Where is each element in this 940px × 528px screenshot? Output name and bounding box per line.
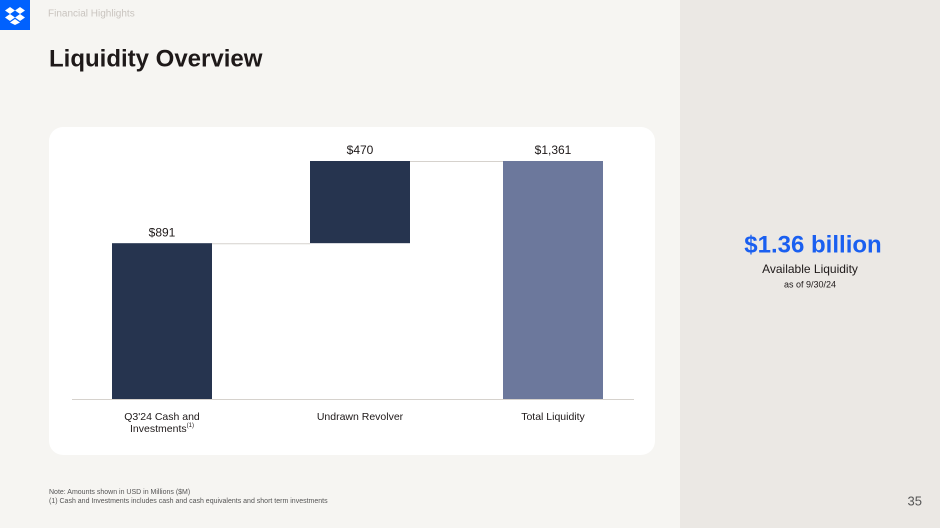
logo	[0, 0, 30, 30]
bar	[112, 243, 212, 399]
bar	[310, 161, 410, 244]
page-number: 35	[908, 493, 922, 508]
category-text: Undrawn Revolver	[316, 411, 404, 423]
bar	[503, 161, 603, 399]
note: Note: Amounts shown in USD in Millions (…	[49, 489, 190, 496]
x-tick-label: Q3'24 Cash and Investments(1)	[107, 411, 217, 435]
category-text: Total Liquidity	[521, 411, 585, 423]
value-label: $1,361	[535, 143, 572, 157]
highlight-date: as of 9/30/24	[784, 279, 836, 289]
footnote-ref: (1)	[186, 423, 194, 429]
x-tick-label: Undrawn Revolver	[305, 411, 415, 423]
category-text: Q3'24 Cash and Investments	[124, 411, 200, 435]
x-tick-label: Total Liquidity	[498, 411, 608, 423]
section-label: Financial Highlights	[48, 9, 135, 20]
note: (1) Cash and Investments includes cash a…	[49, 498, 328, 505]
value-label: $891	[149, 225, 176, 239]
highlight-label: Available Liquidity	[762, 262, 858, 276]
side-panel	[680, 0, 940, 528]
highlight-value: $1.36 billion	[744, 231, 881, 258]
slide-title: Liquidity Overview	[49, 45, 263, 72]
value-label: $470	[347, 143, 374, 157]
